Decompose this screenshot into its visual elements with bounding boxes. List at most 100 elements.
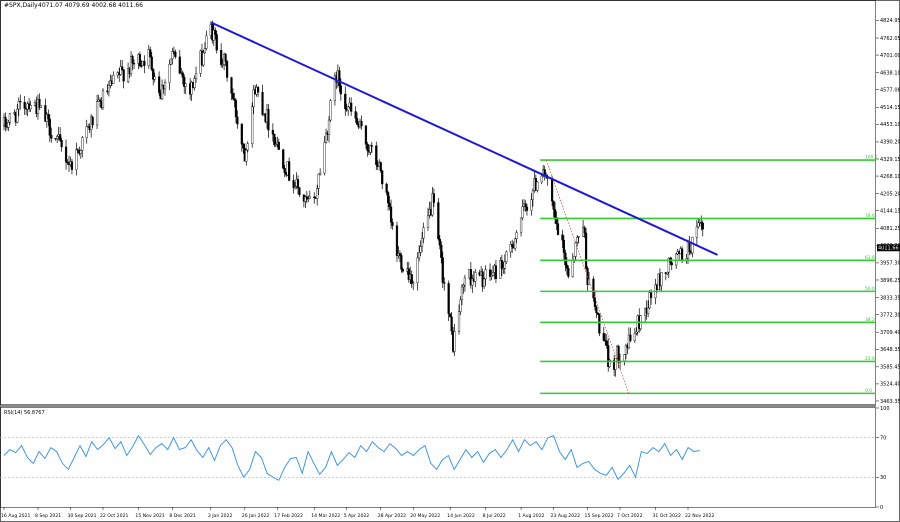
candle-body	[670, 262, 673, 266]
candle-body	[246, 143, 249, 151]
candle-body	[47, 114, 50, 120]
candle-body	[344, 93, 347, 110]
candle-body	[503, 261, 506, 269]
fib-level-label: 100.0	[865, 155, 878, 161]
candle-body	[490, 275, 493, 277]
candle-body	[505, 251, 508, 262]
candle-body	[178, 56, 181, 74]
time-tick-label: 20 May 2022	[410, 513, 440, 519]
candle-body	[584, 232, 588, 269]
candle-body	[171, 51, 174, 60]
candle-body	[524, 203, 527, 208]
candle-body	[355, 118, 359, 125]
candle-body	[438, 238, 441, 246]
candle-body	[635, 331, 638, 334]
candle-body	[667, 257, 670, 273]
candle-body	[4, 116, 7, 127]
candle-body	[122, 69, 125, 82]
candle-body	[282, 149, 285, 169]
price-tick-label: 3772.30	[880, 312, 900, 318]
candle-body	[81, 137, 84, 151]
candle-body	[514, 238, 517, 249]
time-tick-label: 28 Apr 2022	[378, 513, 406, 519]
candle-body	[407, 268, 410, 280]
price-tick-label: 4020.20	[880, 243, 900, 249]
candle-body	[274, 144, 277, 146]
candle-body	[153, 76, 156, 80]
candle-body	[202, 52, 205, 66]
candle-body	[350, 102, 353, 112]
candle-body	[649, 292, 653, 299]
candle-body	[16, 108, 19, 123]
candle-body	[602, 333, 605, 341]
main-panel	[0, 0, 876, 405]
candle-body	[614, 358, 617, 370]
candle-body	[85, 126, 88, 138]
candle-body	[212, 29, 215, 41]
candle-body	[360, 121, 363, 127]
price-tick-label: 3524.40	[880, 382, 900, 388]
candle-body	[608, 359, 611, 367]
candle-body	[553, 209, 557, 218]
candle-body	[565, 264, 568, 269]
candle-body	[697, 222, 700, 228]
candle-body	[240, 123, 243, 145]
time-tick-label: 15 Nov 2021	[135, 513, 164, 519]
time-tick-label: 7 Oct 2022	[617, 513, 643, 519]
candle-body	[583, 227, 586, 234]
candle-body	[574, 242, 577, 257]
candle-body	[305, 196, 308, 199]
candle-body	[304, 196, 307, 202]
candle-body	[50, 135, 53, 139]
candle-body	[236, 116, 239, 125]
price-tick-label: 4824.95	[880, 18, 900, 24]
candle-body	[366, 143, 369, 151]
candle-body	[39, 105, 43, 108]
candle-body	[220, 50, 223, 65]
candle-body	[307, 198, 310, 200]
time-tick-label: 15 Sep 2022	[585, 513, 614, 519]
candle-body	[245, 149, 248, 162]
candle-body	[267, 109, 270, 131]
price-tick-label: 4329.15	[880, 157, 900, 163]
fib-level-label: 23.6	[865, 356, 875, 362]
time-tick-label: 22 Nov 2022	[685, 513, 714, 519]
candle-body	[431, 193, 434, 216]
candle-body	[666, 271, 669, 275]
fib-level-label: 50.0	[865, 286, 875, 292]
candle-body	[595, 306, 598, 313]
candle-body	[459, 299, 462, 312]
candle-body	[484, 269, 487, 280]
candle-body	[273, 133, 276, 145]
candle-body	[571, 259, 574, 277]
price-tick-label: 4514.15	[880, 105, 900, 111]
candle-body	[347, 106, 350, 111]
price-tick-label: 4390.20	[880, 140, 900, 146]
candle-body	[215, 34, 218, 51]
candle-body	[184, 83, 187, 87]
candle-body	[457, 311, 461, 332]
candle-body	[422, 227, 425, 239]
candle-body	[143, 60, 146, 66]
time-tick-label: 26 Jan 2022	[242, 513, 270, 519]
trendline	[210, 21, 718, 256]
price-tick-label: 4762.05	[880, 36, 900, 42]
candle-body	[700, 222, 703, 224]
candle-body	[660, 272, 663, 287]
candle-body	[298, 187, 301, 196]
candle-body	[440, 245, 443, 258]
candle-body	[420, 237, 424, 247]
candle-body	[441, 257, 444, 283]
candle-body	[174, 51, 177, 58]
candle-body	[437, 202, 440, 240]
candle-body	[450, 316, 453, 332]
candle-body	[521, 206, 524, 219]
candle-body	[375, 145, 378, 165]
candle-body	[225, 61, 229, 78]
candle-body	[193, 78, 196, 88]
candles-layer	[2, 20, 704, 377]
price-tag-label: 4011.66	[878, 246, 899, 252]
candle-body	[277, 141, 280, 150]
candle-body	[333, 75, 337, 101]
